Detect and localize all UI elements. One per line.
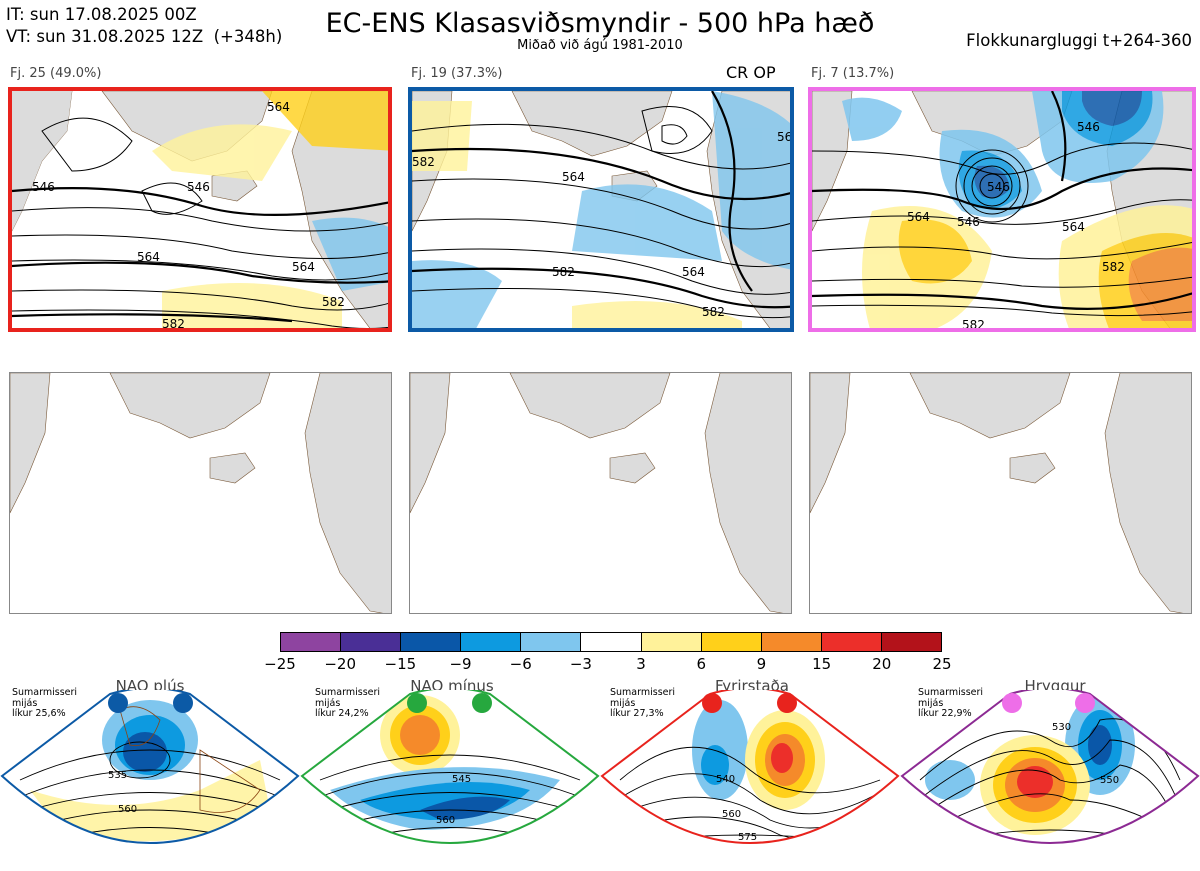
regime-1-dot-right	[173, 693, 193, 713]
colorbar-tick-label: −25	[264, 655, 296, 673]
empty-map-3	[809, 372, 1192, 614]
cluster-3-map: 564 546 546 564 582 582 546	[808, 87, 1196, 332]
contour-label: 564	[1062, 220, 1085, 234]
contour-label: 546	[32, 180, 55, 194]
colorbar-swatch	[581, 633, 642, 651]
contour-label: 564	[777, 130, 794, 144]
svg-text:560: 560	[722, 809, 741, 820]
colorbar-tick-label: −9	[449, 655, 472, 673]
contour-label: 564	[137, 250, 160, 264]
colorbar-tick-label: 25	[932, 655, 952, 673]
colorbar-tick-label: −20	[324, 655, 356, 673]
colorbar-swatch	[341, 633, 402, 651]
regime-4-dot-right	[1075, 693, 1095, 713]
cluster-3-label: Fj. 7 (13.7%)	[811, 66, 895, 81]
regime-2-dot-left	[407, 693, 427, 713]
colorbar-tick-label: 9	[756, 655, 767, 673]
svg-text:560: 560	[436, 815, 455, 826]
contour-label: 546	[187, 180, 210, 194]
colorbar-swatch	[881, 633, 942, 651]
colorbar-swatch	[821, 633, 882, 651]
svg-text:530: 530	[1052, 722, 1071, 733]
regime-2-dot-right	[472, 693, 492, 713]
colorbar-swatch	[701, 633, 762, 651]
empty-map-2	[409, 372, 792, 614]
control-operational-tag: CR OP	[726, 63, 776, 82]
contour-label: 582	[1102, 260, 1125, 274]
regime-3-info: Sumarmisseri mijás líkur 27,3%	[610, 687, 676, 719]
contour-label: 564	[682, 265, 705, 279]
contour-label: 564	[267, 100, 290, 114]
contour-label: 564	[292, 260, 315, 274]
regime-3-dot-left	[702, 693, 722, 713]
regime-2-info: Sumarmisseri mijás líkur 24,2%	[315, 687, 381, 719]
classification-window: Flokkunargluggi t+264-360	[966, 31, 1192, 50]
contour-label: 582	[322, 295, 345, 309]
svg-text:540: 540	[716, 774, 735, 785]
colorbar-tick-label: 6	[696, 655, 707, 673]
cluster-1-label: Fj. 25 (49.0%)	[10, 66, 102, 81]
regime-1-info: Sumarmisseri mijás líkur 25,6%	[12, 687, 78, 719]
run-info: IT: sun 17.08.2025 00Z VT: sun 31.08.202…	[6, 4, 282, 48]
cluster-2-label: Fj. 19 (37.3%)	[411, 66, 503, 81]
contour-label: 564	[907, 210, 930, 224]
svg-text:545: 545	[452, 774, 471, 785]
initial-time: IT: sun 17.08.2025 00Z	[6, 5, 197, 24]
regime-4-dot-left	[1002, 693, 1022, 713]
regime-maps: 535 560 545 560 575	[0, 690, 1200, 861]
regime-1-dot-left	[108, 693, 128, 713]
colorbar-swatch	[641, 633, 702, 651]
svg-text:560: 560	[118, 804, 137, 815]
colorbar-tick-label: −6	[509, 655, 532, 673]
colorbar-swatch	[761, 633, 822, 651]
colorbar-swatch	[461, 633, 522, 651]
contour-label: 564	[562, 170, 585, 184]
empty-map-1	[9, 372, 392, 614]
colorbar-swatch	[521, 633, 582, 651]
contour-label: 582	[552, 265, 575, 279]
colorbar	[280, 632, 942, 652]
colorbar-swatch	[281, 633, 342, 651]
svg-text:575: 575	[738, 832, 757, 843]
contour-label: 546	[1077, 120, 1100, 134]
regime-4-info: Sumarmisseri mijás líkur 22,9%	[918, 687, 984, 719]
colorbar-tick-label: −3	[569, 655, 592, 673]
contour-label: 582	[962, 318, 985, 332]
colorbar-tick-label: 20	[872, 655, 892, 673]
svg-text:535: 535	[108, 770, 127, 781]
colorbar-tick-label: −15	[384, 655, 417, 673]
svg-text:575: 575	[448, 850, 467, 861]
cluster-2-map: 564 582 582 564 582 564	[408, 87, 794, 332]
valid-time: VT: sun 31.08.2025 12Z (+348h)	[6, 27, 283, 46]
contour-label: 582	[412, 155, 435, 169]
svg-text:550: 550	[1100, 775, 1119, 786]
contour-label: 546	[987, 180, 1010, 194]
colorbar-tick-label: 15	[812, 655, 832, 673]
page-subtitle: Miðað við ágú 1981-2010	[517, 38, 683, 53]
colorbar-tick-label: 3	[636, 655, 646, 673]
contour-label: 546	[957, 215, 980, 229]
colorbar-swatch	[401, 633, 462, 651]
contour-label: 582	[162, 317, 185, 331]
regime-3-dot-right	[777, 693, 797, 713]
page-title: EC-ENS Klasasviðsmyndir - 500 hPa hæð	[325, 8, 875, 39]
cluster-1-map: 546 546 564 564 564 582 582	[8, 87, 392, 332]
contour-label: 582	[702, 305, 725, 319]
